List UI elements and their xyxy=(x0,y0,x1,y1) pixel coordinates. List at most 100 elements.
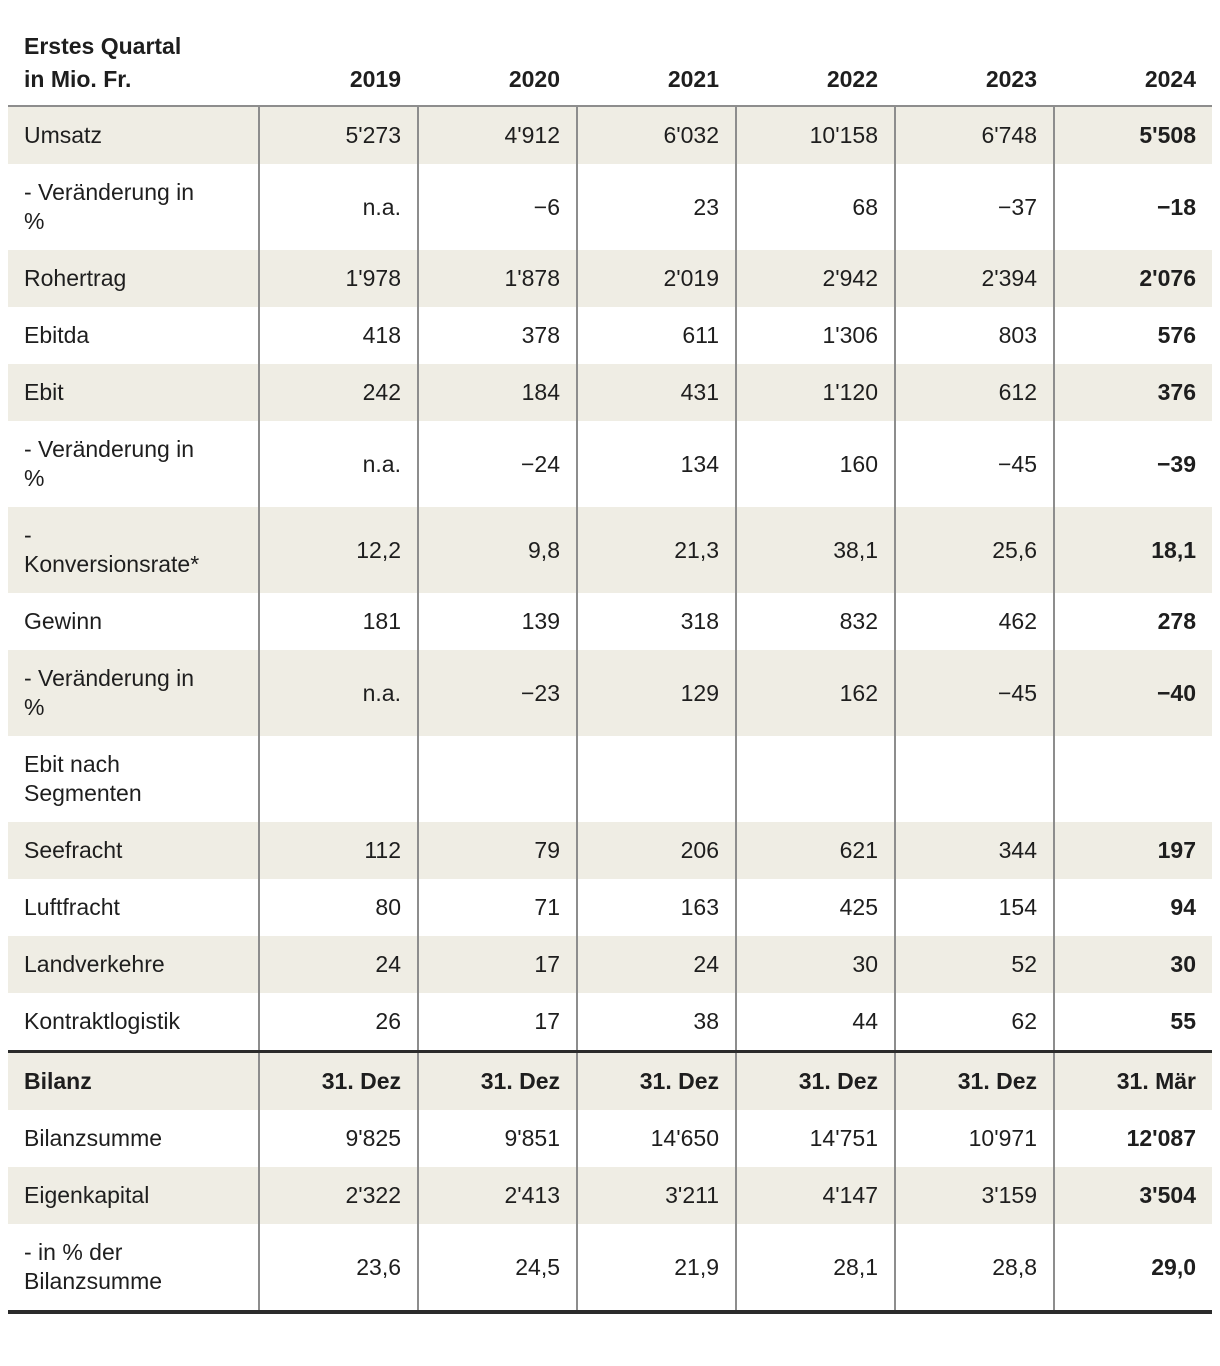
row-label: Eigenkapital xyxy=(24,1182,150,1208)
year-column-header: 2019 xyxy=(349,66,401,92)
table-row: Landverkehre 24 17 24 30 52 30 xyxy=(8,936,1212,993)
value-cell: 44 xyxy=(735,993,894,1050)
value-cell: 184 xyxy=(417,364,576,421)
table-row: Gewinn 181 139 318 832 462 278 xyxy=(8,593,1212,650)
value-cell: 31. Dez xyxy=(735,1053,894,1110)
table-row: - Konversionsrate* 12,2 9,8 21,3 38,1 25,6 18,… xyxy=(8,507,1212,593)
value-cell: 134 xyxy=(576,421,735,507)
row-label: Rohertrag xyxy=(24,265,127,291)
value-cell: 2'942 xyxy=(735,250,894,307)
value-cell: 28,1 xyxy=(735,1224,894,1310)
row-label: Seefracht xyxy=(24,837,123,863)
value-cell: 418 xyxy=(258,307,417,364)
value-cell: 52 xyxy=(894,936,1053,993)
row-label: - Veränderung in % xyxy=(24,665,195,720)
table-row: Umsatz 5'273 4'912 6'032 10'158 6'748 5'508 xyxy=(8,107,1212,164)
table-title-line2: in Mio. Fr. xyxy=(24,66,132,92)
value-cell: 24 xyxy=(258,936,417,993)
value-cell: −24 xyxy=(417,421,576,507)
value-cell: 3'211 xyxy=(576,1167,735,1224)
table-row: - in % der Bilanzsumme 23,6 24,5 21,9 28,1 28… xyxy=(8,1224,1212,1310)
table-row: - Veränderung in % n.a. −24 134 160 −45 −39 xyxy=(8,421,1212,507)
table-row: Ebit 242 184 431 1'120 612 376 xyxy=(8,364,1212,421)
value-cell: 832 xyxy=(735,593,894,650)
table-row: Ebitda 418 378 611 1'306 803 576 xyxy=(8,307,1212,364)
row-label: Umsatz xyxy=(24,122,102,148)
value-cell: 12'087 xyxy=(1053,1110,1212,1167)
row-label: - in % der Bilanzsumme xyxy=(24,1239,163,1294)
year-column-header: 2024 xyxy=(1144,66,1196,92)
row-label: Gewinn xyxy=(24,608,102,634)
value-cell: 23 xyxy=(576,164,735,250)
value-cell: 1'120 xyxy=(735,364,894,421)
value-cell: 462 xyxy=(894,593,1053,650)
row-label: Kontraktlogistik xyxy=(24,1008,180,1034)
value-cell: 21,3 xyxy=(576,507,735,593)
value-cell: 25,6 xyxy=(894,507,1053,593)
value-cell: 24,5 xyxy=(417,1224,576,1310)
value-cell: 2'394 xyxy=(894,250,1053,307)
value-cell: 129 xyxy=(576,650,735,736)
value-cell: 14'650 xyxy=(576,1110,735,1167)
value-cell: 62 xyxy=(894,993,1053,1050)
value-cell: 154 xyxy=(894,879,1053,936)
value-cell: n.a. xyxy=(258,650,417,736)
value-cell: 4'912 xyxy=(417,107,576,164)
row-label: - Konversionsrate* xyxy=(24,522,200,577)
value-cell: 4'147 xyxy=(735,1167,894,1224)
value-cell: 79 xyxy=(417,822,576,879)
value-cell: 431 xyxy=(576,364,735,421)
value-cell: 94 xyxy=(1053,879,1212,936)
value-cell xyxy=(894,736,1053,822)
table-row: Seefracht 112 79 206 621 344 197 xyxy=(8,822,1212,879)
value-cell: 2'322 xyxy=(258,1167,417,1224)
value-cell: 181 xyxy=(258,593,417,650)
value-cell: 71 xyxy=(417,879,576,936)
value-cell: 621 xyxy=(735,822,894,879)
value-cell xyxy=(735,736,894,822)
value-cell: −37 xyxy=(894,164,1053,250)
value-cell: 5'273 xyxy=(258,107,417,164)
value-cell: 31. Dez xyxy=(576,1053,735,1110)
value-cell: 31. Mär xyxy=(1053,1053,1212,1110)
value-cell: −18 xyxy=(1053,164,1212,250)
value-cell: 163 xyxy=(576,879,735,936)
value-cell xyxy=(1053,736,1212,822)
row-label: - Veränderung in % xyxy=(24,179,195,234)
value-cell: 30 xyxy=(735,936,894,993)
value-cell: 3'504 xyxy=(1053,1167,1212,1224)
value-cell: 68 xyxy=(735,164,894,250)
value-cell: 38 xyxy=(576,993,735,1050)
value-cell xyxy=(417,736,576,822)
table-row: Rohertrag 1'978 1'878 2'019 2'942 2'394 2'076 xyxy=(8,250,1212,307)
value-cell: 24 xyxy=(576,936,735,993)
value-cell: 12,2 xyxy=(258,507,417,593)
value-cell: 17 xyxy=(417,936,576,993)
quarterly-results-table: Erstes Quartal in Mio. Fr. 2019 2020 2021 2… xyxy=(8,30,1212,1314)
row-label: Landverkehre xyxy=(24,951,165,977)
table-title-line1: Erstes Quartal xyxy=(24,33,182,59)
row-label: Bilanzsumme xyxy=(24,1125,163,1151)
value-cell: −23 xyxy=(417,650,576,736)
value-cell: 378 xyxy=(417,307,576,364)
value-cell: 6'748 xyxy=(894,107,1053,164)
value-cell: −45 xyxy=(894,650,1053,736)
value-cell: 278 xyxy=(1053,593,1212,650)
table-row: Kontraktlogistik 26 17 38 44 62 55 xyxy=(8,993,1212,1050)
value-cell: 80 xyxy=(258,879,417,936)
value-cell: 17 xyxy=(417,993,576,1050)
value-cell: n.a. xyxy=(258,164,417,250)
value-cell: 55 xyxy=(1053,993,1212,1050)
value-cell: 206 xyxy=(576,822,735,879)
table-row: Ebit nach Segmenten xyxy=(8,736,1212,822)
value-cell: 14'751 xyxy=(735,1110,894,1167)
value-cell: −45 xyxy=(894,421,1053,507)
value-cell: 6'032 xyxy=(576,107,735,164)
value-cell: 31. Dez xyxy=(894,1053,1053,1110)
value-cell: 2'076 xyxy=(1053,250,1212,307)
year-column-header: 2023 xyxy=(985,66,1037,92)
table-row: - Veränderung in % n.a. −23 129 162 −45 −40 xyxy=(8,650,1212,736)
row-label: Ebit nach Segmenten xyxy=(24,751,142,806)
value-cell xyxy=(576,736,735,822)
value-cell: 9'851 xyxy=(417,1110,576,1167)
